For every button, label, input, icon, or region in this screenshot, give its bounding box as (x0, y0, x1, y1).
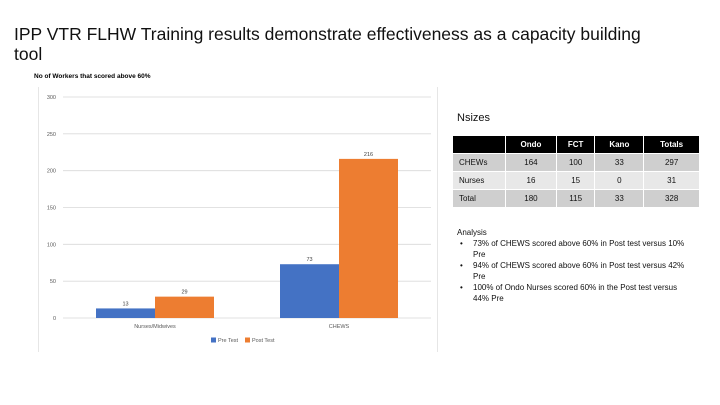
bullet-icon: • (460, 283, 463, 292)
bullet-icon: • (460, 261, 463, 270)
list-item: • 94% of CHEWS scored above 60% in Post … (457, 260, 687, 282)
table-cell: 33 (594, 189, 645, 208)
bar (96, 308, 155, 318)
row-label: Total (452, 189, 506, 208)
analysis-item-text: 100% of Ondo Nurses scored 60% in the Po… (473, 283, 678, 303)
table-cell: 15 (555, 171, 596, 190)
analysis-item-text: 73% of CHEWS scored above 60% in Post te… (473, 239, 685, 259)
data-label: 13 (122, 301, 128, 307)
header-cell-ondo: Ondo (505, 135, 557, 154)
table-cell: 180 (505, 189, 557, 208)
table-cell: 100 (555, 153, 596, 172)
table-cell: 115 (555, 189, 596, 208)
table-cell: 297 (643, 153, 700, 172)
analysis-section: Analysis • 73% of CHEWS scored above 60%… (457, 227, 687, 304)
table-cell: 0 (594, 171, 645, 190)
nsizes-title: Nsizes (457, 112, 491, 124)
data-label: 216 (364, 152, 373, 158)
y-tick-label: 150 (47, 206, 56, 212)
row-label: CHEWs (452, 153, 506, 172)
x-tick-label: CHEWS (329, 324, 350, 330)
nsizes-header-row: Ondo FCT Kano Totals (452, 135, 700, 154)
list-item: • 73% of CHEWS scored above 60% in Post … (457, 238, 687, 260)
table-row: CHEWs 164 100 33 297 (452, 153, 700, 172)
x-tick-label: Nurses/Midwives (134, 324, 176, 330)
table-cell: 328 (643, 189, 700, 208)
slide-title: IPP VTR FLHW Training results demonstrat… (14, 24, 641, 64)
chart-title: No of Workers that scored above 60% (34, 73, 151, 80)
data-label: 29 (181, 290, 187, 296)
table-row: Nurses 16 15 0 31 (452, 171, 700, 190)
row-label: Nurses (452, 171, 506, 190)
bar (155, 296, 214, 318)
legend-swatch (245, 337, 250, 343)
nsizes-table: Ondo FCT Kano Totals CHEWs 164 100 33 29… (452, 135, 700, 208)
y-tick-label: 50 (50, 279, 56, 285)
y-tick-label: 200 (47, 169, 56, 175)
table-row: Total 180 115 33 328 (452, 189, 700, 208)
analysis-list: • 73% of CHEWS scored above 60% in Post … (457, 238, 687, 304)
table-cell: 164 (505, 153, 557, 172)
bar-chart: 0 50 100 150 200 250 300 13 29 Nurses/Midwives 73 2… (38, 87, 438, 352)
table-cell: 31 (643, 171, 700, 190)
header-cell-blank (452, 135, 506, 154)
analysis-heading: Analysis (457, 228, 487, 237)
y-tick-label: 100 (47, 242, 56, 248)
data-label: 73 (306, 257, 312, 263)
list-item: • 100% of Ondo Nurses scored 60% in the … (457, 282, 687, 304)
y-tick-label: 0 (53, 316, 56, 322)
bar-chart-svg: 0 50 100 150 200 250 300 13 29 Nurses/Midwives 73 2… (47, 95, 431, 344)
header-cell-totals: Totals (643, 135, 700, 154)
table-cell: 33 (594, 153, 645, 172)
y-tick-label: 250 (47, 132, 56, 138)
header-cell-fct: FCT (555, 135, 596, 154)
bullet-icon: • (460, 239, 463, 248)
table-cell: 16 (505, 171, 557, 190)
legend-label: Pre Test (218, 338, 239, 344)
bar (280, 264, 339, 318)
legend-swatch (211, 337, 216, 343)
legend-label: Post Test (252, 338, 275, 344)
y-tick-label: 300 (47, 95, 56, 101)
analysis-item-text: 94% of CHEWS scored above 60% in Post te… (473, 261, 685, 281)
bar (339, 158, 398, 318)
header-cell-kano: Kano (594, 135, 645, 154)
